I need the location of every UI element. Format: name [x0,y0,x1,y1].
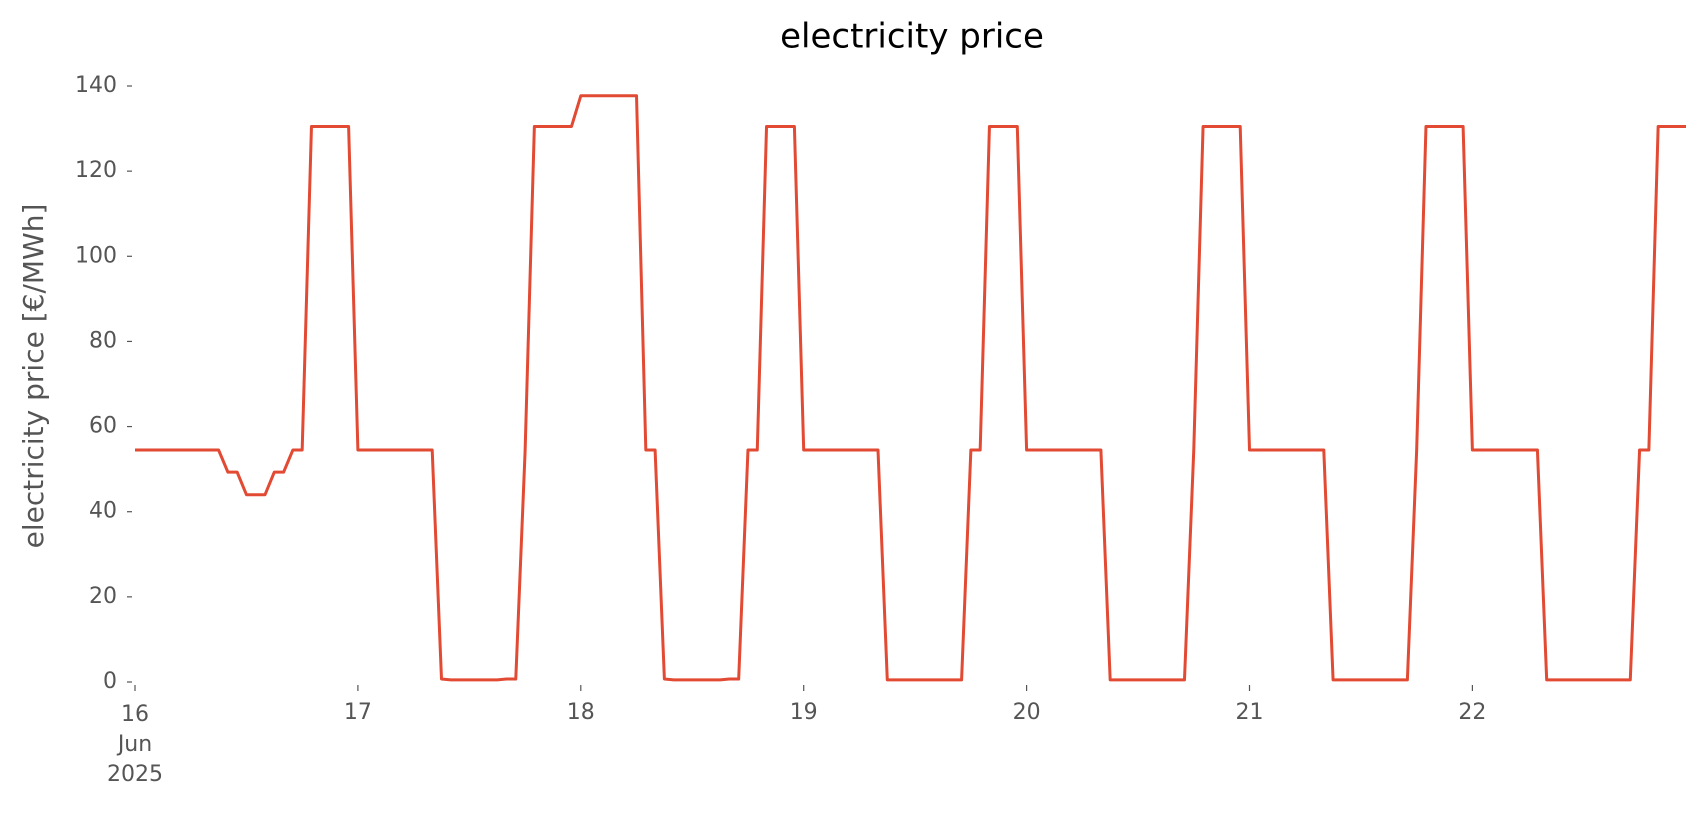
x-tick-label: 22 [1458,700,1486,725]
x-tick-label-line: 16 [121,702,149,727]
x-tick-label: 17 [344,700,372,725]
y-tick-label: 100 [75,243,117,268]
y-tick-label: 40 [89,499,117,524]
x-tick-label-line: 2025 [107,762,163,787]
x-tick-label: 21 [1235,700,1263,725]
y-tick-label: 140 [75,73,117,98]
y-tick-label: 80 [89,328,117,353]
y-tick-label: 120 [75,158,117,183]
x-tick-label: 18 [567,700,595,725]
y-tick-label: 60 [89,414,117,439]
y-axis-label: electricity price [€/MWh] [17,204,50,549]
y-tick-label: 0 [103,669,117,694]
x-tick-label: 16 Jun 2025 [107,702,163,787]
x-tick-label: 20 [1013,700,1041,725]
x-tick-label: 19 [790,700,818,725]
chart-title: electricity price [780,17,1044,57]
x-tick-label-line: Jun [116,732,152,757]
price-line [135,94,1686,682]
y-tick-label: 20 [89,584,117,609]
